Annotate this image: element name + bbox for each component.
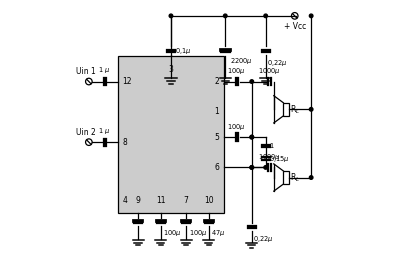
- Text: 3: 3: [168, 65, 173, 74]
- Circle shape: [264, 166, 268, 169]
- Bar: [118, 56, 224, 213]
- Text: 1: 1: [269, 143, 273, 149]
- Text: 0,22$\mu$: 0,22$\mu$: [267, 58, 288, 68]
- Circle shape: [250, 135, 254, 139]
- Text: 8: 8: [122, 138, 127, 147]
- Text: 47$\mu$: 47$\mu$: [211, 228, 226, 238]
- Circle shape: [250, 80, 254, 83]
- Bar: [283, 171, 289, 184]
- Text: 100$\mu$: 100$\mu$: [227, 66, 246, 76]
- Circle shape: [169, 14, 173, 18]
- Circle shape: [264, 14, 268, 18]
- Text: 5: 5: [214, 133, 220, 141]
- Text: 0,15$\mu$: 0,15$\mu$: [269, 154, 290, 164]
- Text: + Vcc: + Vcc: [284, 22, 306, 31]
- Circle shape: [250, 166, 254, 169]
- Text: 7: 7: [184, 196, 188, 205]
- Text: 1 $\mu$: 1 $\mu$: [98, 66, 111, 75]
- Text: 1: 1: [215, 107, 220, 116]
- Text: 10: 10: [204, 196, 214, 205]
- Text: 12: 12: [122, 77, 132, 86]
- Bar: [283, 103, 289, 116]
- Text: Uin 1: Uin 1: [76, 67, 96, 76]
- Text: 11: 11: [156, 196, 166, 205]
- Text: 100$\mu$: 100$\mu$: [189, 228, 207, 238]
- Text: 6: 6: [214, 163, 220, 172]
- Circle shape: [250, 135, 254, 139]
- Circle shape: [224, 14, 227, 18]
- Text: 100$\mu$: 100$\mu$: [227, 122, 246, 132]
- Circle shape: [309, 14, 313, 18]
- Text: 1000$\mu$: 1000$\mu$: [258, 66, 281, 76]
- Text: 9: 9: [136, 196, 140, 205]
- Text: 100$\mu$: 100$\mu$: [163, 228, 182, 238]
- Text: 2200$\mu$: 2200$\mu$: [230, 56, 253, 66]
- Text: 4: 4: [122, 196, 127, 205]
- Text: 0,1$\mu$: 0,1$\mu$: [176, 46, 192, 56]
- Text: Uin 2: Uin 2: [76, 128, 96, 137]
- Circle shape: [309, 176, 313, 179]
- Text: 0,22$\mu$: 0,22$\mu$: [253, 234, 274, 244]
- Circle shape: [309, 107, 313, 111]
- Circle shape: [250, 166, 254, 169]
- Text: 1000$\mu$: 1000$\mu$: [258, 152, 281, 162]
- Text: 2: 2: [215, 77, 220, 86]
- Text: 1 $\mu$: 1 $\mu$: [98, 126, 111, 136]
- Text: R$_L$: R$_L$: [290, 171, 300, 184]
- Text: R$_L$: R$_L$: [290, 103, 300, 116]
